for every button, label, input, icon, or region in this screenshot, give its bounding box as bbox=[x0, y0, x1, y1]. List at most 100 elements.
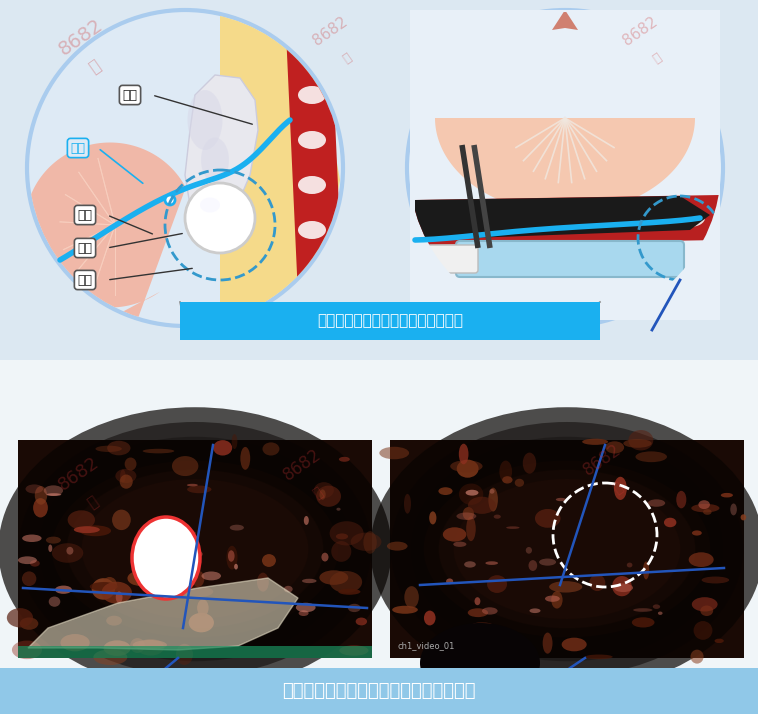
Text: 8682: 8682 bbox=[55, 453, 102, 494]
Ellipse shape bbox=[741, 514, 746, 521]
Ellipse shape bbox=[320, 489, 326, 500]
Ellipse shape bbox=[116, 591, 123, 603]
Ellipse shape bbox=[338, 589, 361, 595]
Ellipse shape bbox=[30, 560, 39, 567]
Ellipse shape bbox=[137, 639, 164, 655]
Ellipse shape bbox=[694, 621, 713, 640]
Ellipse shape bbox=[112, 510, 131, 530]
Ellipse shape bbox=[543, 633, 553, 654]
Polygon shape bbox=[25, 143, 186, 340]
Ellipse shape bbox=[298, 176, 326, 194]
Ellipse shape bbox=[582, 438, 608, 445]
Ellipse shape bbox=[316, 486, 341, 507]
Ellipse shape bbox=[457, 460, 478, 478]
Ellipse shape bbox=[46, 493, 61, 496]
Text: 吧: 吧 bbox=[85, 56, 104, 77]
Ellipse shape bbox=[692, 597, 718, 611]
Ellipse shape bbox=[635, 209, 665, 227]
Ellipse shape bbox=[514, 636, 520, 645]
Ellipse shape bbox=[296, 603, 315, 613]
Ellipse shape bbox=[500, 639, 519, 663]
FancyBboxPatch shape bbox=[0, 0, 758, 360]
Ellipse shape bbox=[232, 434, 237, 449]
Ellipse shape bbox=[49, 596, 61, 607]
Ellipse shape bbox=[201, 138, 229, 183]
Polygon shape bbox=[415, 196, 710, 240]
FancyBboxPatch shape bbox=[18, 646, 372, 658]
Ellipse shape bbox=[227, 545, 237, 570]
Ellipse shape bbox=[363, 531, 377, 554]
Ellipse shape bbox=[22, 571, 36, 586]
Ellipse shape bbox=[691, 650, 703, 663]
Ellipse shape bbox=[299, 610, 309, 616]
Ellipse shape bbox=[298, 311, 326, 329]
Ellipse shape bbox=[188, 550, 202, 558]
Ellipse shape bbox=[52, 543, 83, 563]
Ellipse shape bbox=[721, 493, 733, 498]
Ellipse shape bbox=[464, 561, 476, 568]
Ellipse shape bbox=[106, 615, 122, 625]
Text: 假体: 假体 bbox=[77, 241, 92, 254]
FancyBboxPatch shape bbox=[18, 440, 372, 658]
Text: 吧: 吧 bbox=[340, 51, 353, 66]
Ellipse shape bbox=[488, 488, 498, 511]
Text: 筋膜: 筋膜 bbox=[70, 141, 86, 154]
Ellipse shape bbox=[330, 521, 364, 545]
Ellipse shape bbox=[589, 575, 606, 591]
Ellipse shape bbox=[623, 439, 652, 448]
Ellipse shape bbox=[487, 575, 507, 593]
Ellipse shape bbox=[130, 638, 145, 653]
Ellipse shape bbox=[551, 591, 562, 608]
Polygon shape bbox=[430, 118, 700, 213]
Ellipse shape bbox=[429, 511, 437, 524]
Ellipse shape bbox=[424, 610, 436, 625]
Ellipse shape bbox=[92, 578, 115, 600]
Ellipse shape bbox=[614, 583, 633, 592]
FancyBboxPatch shape bbox=[0, 360, 758, 430]
Ellipse shape bbox=[698, 501, 710, 509]
FancyBboxPatch shape bbox=[456, 241, 684, 277]
Ellipse shape bbox=[187, 486, 211, 493]
Ellipse shape bbox=[143, 449, 174, 453]
Ellipse shape bbox=[614, 477, 627, 500]
Ellipse shape bbox=[432, 646, 449, 666]
Ellipse shape bbox=[443, 527, 466, 542]
Ellipse shape bbox=[490, 489, 494, 493]
Ellipse shape bbox=[475, 597, 481, 605]
Circle shape bbox=[27, 10, 343, 326]
Ellipse shape bbox=[330, 571, 362, 593]
Ellipse shape bbox=[528, 560, 537, 571]
Ellipse shape bbox=[96, 446, 122, 452]
Ellipse shape bbox=[676, 491, 686, 508]
Ellipse shape bbox=[240, 447, 250, 470]
Ellipse shape bbox=[691, 504, 719, 513]
Ellipse shape bbox=[595, 209, 625, 227]
Ellipse shape bbox=[453, 542, 466, 547]
Ellipse shape bbox=[404, 494, 411, 513]
Ellipse shape bbox=[715, 639, 724, 643]
Polygon shape bbox=[28, 578, 298, 650]
Ellipse shape bbox=[197, 599, 208, 616]
Ellipse shape bbox=[472, 623, 493, 627]
Text: 乳腺: 乳腺 bbox=[77, 208, 92, 221]
Ellipse shape bbox=[104, 640, 130, 656]
Ellipse shape bbox=[321, 553, 328, 561]
Ellipse shape bbox=[653, 604, 660, 609]
Ellipse shape bbox=[585, 655, 612, 659]
Ellipse shape bbox=[612, 576, 631, 596]
Ellipse shape bbox=[456, 513, 476, 520]
Ellipse shape bbox=[535, 509, 560, 528]
Ellipse shape bbox=[438, 487, 453, 495]
Ellipse shape bbox=[420, 623, 540, 703]
Ellipse shape bbox=[506, 526, 519, 529]
Ellipse shape bbox=[67, 547, 74, 555]
Ellipse shape bbox=[181, 531, 196, 536]
Ellipse shape bbox=[465, 490, 478, 496]
Ellipse shape bbox=[176, 644, 193, 665]
Ellipse shape bbox=[55, 585, 72, 594]
Text: 8682: 8682 bbox=[55, 15, 106, 59]
Ellipse shape bbox=[605, 441, 624, 453]
Ellipse shape bbox=[283, 585, 293, 593]
Ellipse shape bbox=[49, 545, 52, 552]
Text: 该部位的筋膜可以原封不动的保留！: 该部位的筋膜可以原封不动的保留！ bbox=[317, 313, 463, 328]
